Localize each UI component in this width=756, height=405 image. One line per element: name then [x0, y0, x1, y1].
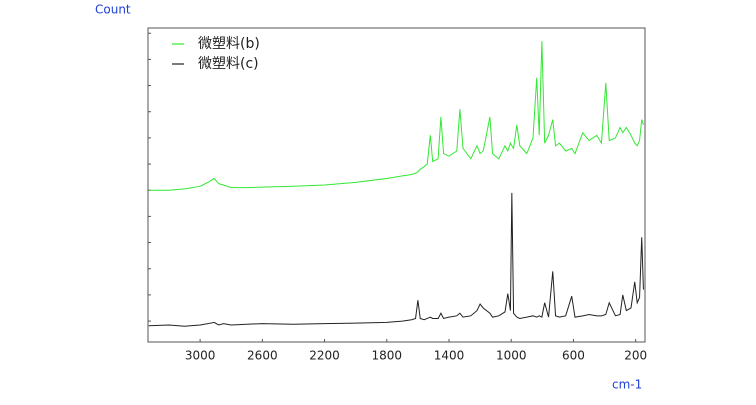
x-tick-label: 1000: [496, 349, 527, 363]
legend-label: 微塑料(c): [198, 56, 259, 72]
y-axis-title: Count: [95, 3, 131, 17]
plot-frame: [147, 27, 646, 343]
x-tick-label: 3000: [185, 349, 216, 363]
legend-label: 微塑料(b): [198, 36, 260, 52]
spectrum-line: [148, 192, 644, 327]
spectrum-line: [148, 41, 644, 191]
x-tick-label: 1800: [372, 349, 403, 363]
x-tick-label: 600: [562, 349, 585, 363]
x-tick-label: 2600: [247, 349, 278, 363]
x-tick-label: 1400: [434, 349, 465, 363]
x-tick-label: 2200: [309, 349, 340, 363]
x-tick-label: 200: [624, 349, 647, 363]
x-axis-title: cm-1: [612, 378, 642, 392]
